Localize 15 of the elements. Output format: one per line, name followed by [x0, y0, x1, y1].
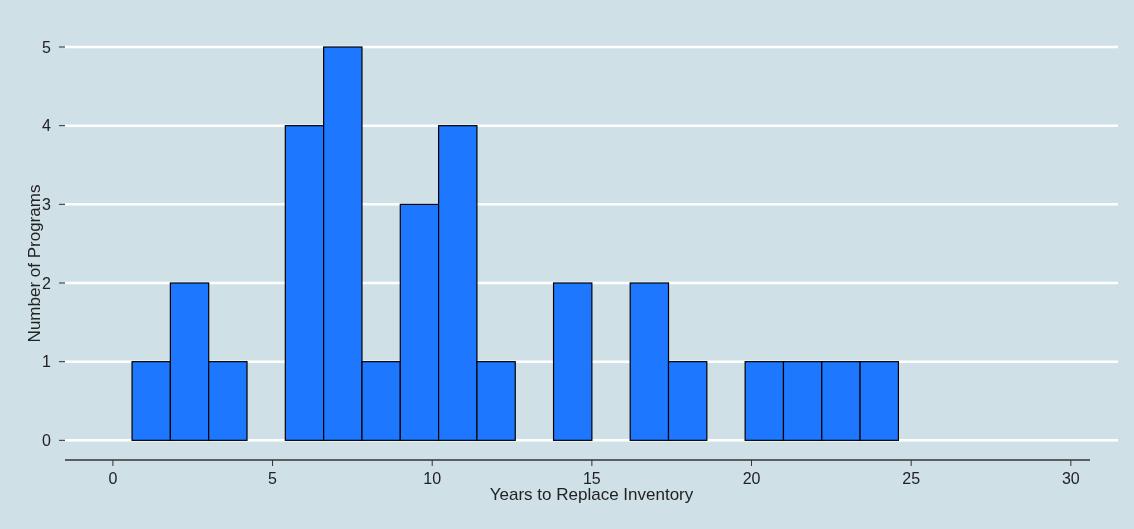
x-tick-label: 10 [423, 470, 442, 487]
y-axis-title: Number of Programs [25, 184, 44, 343]
y-tick-label: 3 [42, 195, 52, 213]
x-tick-label: 15 [582, 470, 601, 487]
x-tick-label: 20 [742, 470, 761, 487]
x-axis-title: Years to Replace Inventory [489, 485, 694, 504]
y-tick-label: 2 [42, 274, 52, 292]
y-tick-label: 5 [42, 38, 52, 56]
x-tick-label: 30 [1061, 470, 1080, 487]
x-tick-label: 25 [902, 470, 921, 487]
y-tick-label: 1 [42, 353, 52, 371]
x-tick-label: 5 [268, 470, 278, 487]
y-tick-label: 4 [42, 117, 52, 135]
x-tick-label: 0 [108, 470, 118, 487]
y-tick-label: 0 [42, 431, 52, 449]
